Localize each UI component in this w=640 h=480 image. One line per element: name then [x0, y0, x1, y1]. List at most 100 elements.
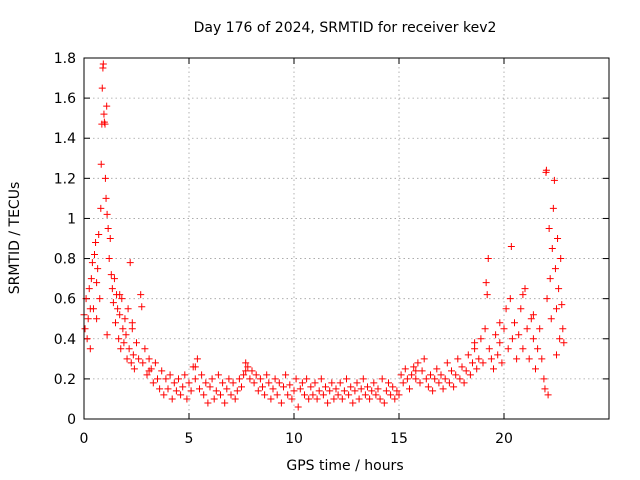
- data-point: [324, 399, 332, 407]
- data-point: [414, 359, 422, 367]
- data-point: [322, 383, 329, 391]
- data-point: [164, 385, 172, 393]
- y-tick-label: 1: [67, 211, 76, 227]
- data-point: [502, 305, 510, 313]
- data-point: [412, 375, 420, 383]
- data-point: [443, 359, 451, 367]
- data-point: [477, 335, 485, 343]
- data-point: [149, 379, 157, 387]
- data-point: [145, 367, 153, 375]
- data-point: [92, 239, 100, 247]
- data-point: [175, 375, 182, 383]
- data-point: [259, 383, 266, 391]
- data-point: [88, 259, 96, 267]
- data-point: [267, 395, 275, 403]
- data-point: [166, 371, 174, 379]
- axis-ticks: [83, 57, 609, 420]
- data-point: [107, 271, 115, 279]
- data-point: [391, 395, 399, 403]
- data-point: [338, 395, 346, 403]
- data-point: [462, 367, 470, 375]
- data-point: [448, 367, 455, 375]
- x-tick-label: 5: [185, 431, 194, 447]
- data-point: [553, 305, 560, 313]
- data-point: [553, 351, 560, 359]
- data-point: [340, 387, 348, 395]
- data-point: [549, 204, 557, 212]
- data-point: [110, 275, 118, 283]
- data-point: [292, 375, 300, 383]
- data-point: [361, 391, 369, 399]
- data-point: [204, 399, 212, 407]
- data-point: [496, 319, 504, 327]
- plot-frame: [83, 57, 610, 420]
- data-point: [395, 391, 403, 399]
- data-point: [525, 355, 533, 363]
- chart-title: Day 176 of 2024, SRMTID for receiver kev…: [194, 20, 497, 36]
- data-point: [138, 303, 146, 311]
- data-point: [261, 391, 269, 399]
- y-tick-label: 0.6: [54, 292, 76, 308]
- data-point: [143, 371, 151, 379]
- data-point: [127, 359, 135, 367]
- data-point: [154, 375, 161, 383]
- data-point: [376, 395, 384, 403]
- data-point: [475, 355, 483, 363]
- data-point: [560, 339, 568, 347]
- data-point: [484, 255, 492, 263]
- data-point: [183, 395, 191, 403]
- data-point: [265, 379, 273, 387]
- data-point: [101, 120, 109, 128]
- data-point: [193, 355, 201, 363]
- data-point: [133, 339, 140, 347]
- data-point: [353, 379, 361, 387]
- data-point: [160, 391, 168, 399]
- data-point: [441, 375, 449, 383]
- data-point: [437, 371, 445, 379]
- data-point: [235, 375, 243, 383]
- data-point: [296, 385, 304, 393]
- data-point: [273, 391, 281, 399]
- data-point: [93, 315, 101, 323]
- data-point: [158, 367, 166, 375]
- data-point: [401, 365, 409, 373]
- data-point: [280, 383, 287, 391]
- x-tick-label: 20: [495, 431, 513, 447]
- data-point: [290, 387, 298, 395]
- data-point: [368, 387, 376, 395]
- data-point: [210, 395, 218, 403]
- data-point: [128, 319, 136, 327]
- data-point: [96, 295, 104, 303]
- data-point: [86, 345, 94, 353]
- data-points: [80, 60, 568, 411]
- data-point: [523, 325, 531, 333]
- data-point: [454, 355, 462, 363]
- data-point: [244, 363, 252, 371]
- data-point: [435, 379, 443, 387]
- data-point: [135, 355, 143, 363]
- data-point: [364, 383, 371, 391]
- data-point: [427, 371, 434, 379]
- data-point: [469, 359, 476, 367]
- data-point: [151, 359, 159, 367]
- data-point: [223, 385, 231, 393]
- data-point: [242, 367, 250, 375]
- data-point: [420, 355, 428, 363]
- data-point: [254, 387, 262, 395]
- data-point: [91, 251, 98, 259]
- x-axis-label: GPS time / hours: [286, 458, 403, 474]
- data-point: [145, 355, 153, 363]
- data-point: [536, 325, 544, 333]
- data-point: [275, 379, 283, 387]
- y-axis-label: SRMTID / TECUs: [7, 182, 23, 295]
- data-point: [85, 285, 93, 293]
- data-point: [187, 387, 195, 395]
- data-point: [422, 375, 430, 383]
- data-point: [227, 391, 235, 399]
- data-point: [116, 311, 124, 319]
- data-point: [233, 387, 241, 395]
- data-point: [106, 235, 114, 242]
- data-point: [542, 166, 550, 174]
- data-point: [546, 275, 554, 283]
- data-point: [115, 335, 123, 343]
